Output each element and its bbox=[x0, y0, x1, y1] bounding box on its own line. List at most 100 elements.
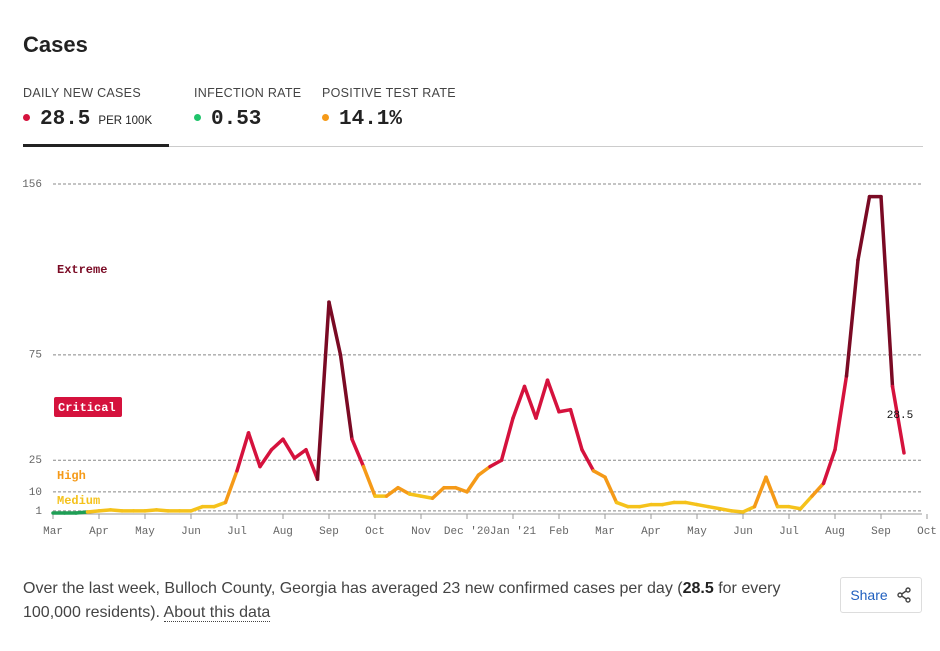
x-tick-label: Mar bbox=[595, 526, 615, 538]
x-tick-label: May bbox=[135, 526, 155, 538]
title: Cases bbox=[23, 32, 88, 57]
divider bbox=[23, 146, 923, 147]
line-segment bbox=[614, 500, 630, 509]
y-tick-label: 75 bbox=[29, 350, 42, 362]
x-tick-label: Apr bbox=[89, 526, 109, 538]
x-tick-label: May bbox=[687, 526, 707, 538]
x-tick-label: Oct bbox=[917, 526, 937, 538]
y-tick-label: 10 bbox=[29, 487, 42, 499]
tab[interactable]: DAILY NEW CASES 28.5 PER 100K bbox=[23, 86, 152, 131]
x-tick-label: Jul bbox=[227, 526, 247, 538]
tab[interactable]: INFECTION RATE 0.53 bbox=[194, 86, 301, 131]
x-tick-label: Jun bbox=[733, 526, 753, 538]
tab-row: 28.5 PER 100K bbox=[23, 108, 152, 131]
end-value-label: 28.5 bbox=[887, 410, 913, 422]
line-segment bbox=[235, 431, 251, 473]
line-segment bbox=[637, 502, 653, 509]
tab-label: INFECTION RATE bbox=[194, 86, 302, 100]
line-segment bbox=[856, 194, 872, 262]
tab-value: 28.5 bbox=[40, 108, 91, 131]
tab-label: POSITIVE TEST RATE bbox=[322, 86, 456, 100]
line-segment bbox=[499, 416, 515, 463]
line-segment bbox=[258, 447, 274, 469]
x-tick-label: Feb bbox=[549, 526, 569, 538]
line-segment bbox=[292, 447, 308, 460]
tab-value: 14.1% bbox=[339, 108, 403, 131]
y-tick-label: 25 bbox=[29, 455, 42, 467]
x-tick-label: Aug bbox=[825, 526, 845, 538]
share-button[interactable]: Share bbox=[840, 577, 922, 613]
line-segment bbox=[465, 473, 481, 494]
level-label: Critical bbox=[58, 401, 116, 415]
line-segment bbox=[787, 504, 803, 511]
line-segment bbox=[890, 384, 906, 455]
tab-dot bbox=[322, 114, 329, 121]
x-tick-label: Nov bbox=[411, 526, 431, 538]
line-segment bbox=[189, 504, 205, 513]
x-tick-label: Jun bbox=[181, 526, 201, 538]
x-tick-label: Dec '20 bbox=[444, 526, 490, 538]
line-segment bbox=[798, 494, 814, 511]
line-segment bbox=[396, 485, 412, 496]
line-segment bbox=[361, 464, 377, 498]
description-text: Over the last week, Bulloch County, Geor… bbox=[23, 580, 683, 597]
tab-row: 0.53 bbox=[194, 108, 301, 131]
line-segment bbox=[85, 509, 101, 514]
x-tick-label: Apr bbox=[641, 526, 661, 538]
share-icon bbox=[896, 587, 911, 603]
line-segment bbox=[97, 508, 113, 513]
line-segment bbox=[695, 502, 711, 509]
line-segment bbox=[522, 384, 538, 420]
line-segment bbox=[246, 431, 262, 469]
tab-label: DAILY NEW CASES bbox=[23, 86, 141, 100]
line-segment bbox=[430, 485, 446, 500]
share-label: Share bbox=[850, 587, 888, 603]
x-tick-label: Jan '21 bbox=[490, 526, 537, 538]
line-segment bbox=[154, 508, 170, 513]
y-tick-label: 156 bbox=[22, 179, 42, 191]
line-segment bbox=[879, 194, 895, 389]
line-segment bbox=[729, 509, 745, 514]
tab-dot bbox=[194, 114, 201, 121]
description: Over the last week, Bulloch County, Geor… bbox=[23, 577, 803, 625]
level-label: Extreme bbox=[57, 263, 107, 277]
chart: 1 10 25 75 156 Mar Apr May Jun Jul Aug Sep Oct Nov Dec… bbox=[22, 179, 937, 538]
x-tick-label: Jul bbox=[779, 526, 799, 538]
line-segment bbox=[315, 300, 331, 482]
level-badge bbox=[54, 397, 122, 417]
line-segment bbox=[304, 447, 320, 482]
description-value: 28.5 bbox=[682, 580, 714, 597]
x-tick-label: Mar bbox=[43, 526, 63, 538]
line-segment bbox=[568, 407, 584, 452]
line-segment bbox=[212, 500, 228, 509]
about-link[interactable]: About this data bbox=[163, 604, 271, 622]
line-segment bbox=[741, 504, 757, 514]
line-segment bbox=[108, 508, 124, 513]
x-tick-label: Sep bbox=[871, 526, 891, 538]
line-segment bbox=[591, 469, 607, 479]
line-segment bbox=[660, 500, 676, 507]
line-segment bbox=[764, 475, 780, 509]
line-segment bbox=[407, 492, 423, 498]
line-segment bbox=[350, 437, 366, 469]
tab-row: 14.1% bbox=[322, 108, 456, 131]
line-segment bbox=[580, 447, 596, 473]
line-segment bbox=[545, 378, 561, 414]
tab[interactable]: POSITIVE TEST RATE 14.1% bbox=[322, 86, 456, 131]
line-segment bbox=[281, 437, 297, 460]
line-segment bbox=[810, 481, 826, 498]
line-segment bbox=[557, 407, 573, 414]
line-segment bbox=[534, 378, 550, 420]
line-segment bbox=[683, 500, 699, 507]
line-segment bbox=[327, 300, 343, 357]
line-segment bbox=[752, 475, 768, 509]
line-segment bbox=[419, 494, 435, 500]
line-segment bbox=[821, 447, 837, 486]
line-segment bbox=[338, 353, 354, 441]
line-segment bbox=[384, 485, 400, 498]
x-tick-label: Oct bbox=[365, 526, 385, 538]
y-tick-label: 1 bbox=[35, 506, 42, 518]
line-segment bbox=[143, 508, 159, 513]
line-segment bbox=[269, 437, 285, 452]
